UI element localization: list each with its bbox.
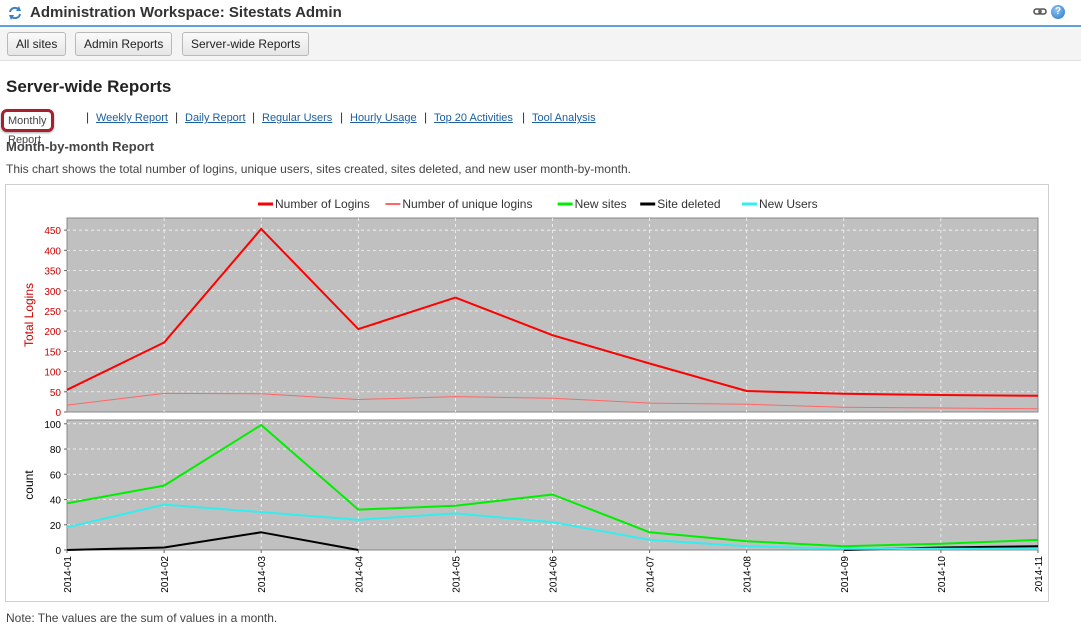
report-link-hourly-usage[interactable]: Hourly Usage [350, 112, 417, 124]
y-tick-label: 300 [44, 287, 61, 298]
nav-separator: | [86, 110, 90, 124]
admin-reports-button[interactable]: Admin Reports [75, 32, 173, 56]
nav-separator: | [424, 110, 428, 124]
report-link-daily[interactable]: Daily Report [185, 112, 246, 124]
y-tick-label: 50 [50, 388, 62, 399]
y-tick-label: 400 [44, 246, 61, 257]
link-icon[interactable] [1033, 6, 1047, 18]
report-description: This chart shows the total number of log… [6, 162, 631, 176]
x-tick-label: 2014-01 [63, 556, 74, 593]
y-axis-label: Total Logins [22, 283, 36, 347]
y-tick-label: 200 [44, 327, 61, 338]
series-line [66, 227, 1039, 397]
y-tick-label: 20 [50, 521, 62, 532]
legend-label: New Users [759, 197, 818, 211]
workspace-title: Administration Workspace: Sitestats Admi… [30, 4, 342, 21]
server-wide-reports-button[interactable]: Server-wide Reports [182, 32, 310, 56]
y-tick-label: 100 [44, 420, 61, 431]
nav-separator: | [175, 110, 179, 124]
x-tick-label: 2014-06 [549, 556, 560, 593]
series-line [66, 424, 1039, 548]
x-tick-label: 2014-09 [840, 556, 851, 593]
nav-separator: | [340, 110, 344, 124]
report-link-weekly[interactable]: Weekly Report [96, 112, 168, 124]
x-tick-label: 2014-02 [160, 556, 171, 593]
legend-label: New sites [575, 197, 627, 211]
x-tick-label: 2014-05 [451, 556, 462, 593]
x-tick-label: 2014-11 [1034, 556, 1045, 592]
y-tick-label: 250 [44, 307, 61, 318]
x-tick-label: 2014-07 [646, 556, 657, 593]
report-link-tool-analysis[interactable]: Tool Analysis [532, 112, 596, 124]
series-line [66, 392, 1039, 410]
workspace-titlebar: Administration Workspace: Sitestats Admi… [0, 0, 1081, 27]
nav-separator: | [252, 110, 256, 124]
series-line [66, 503, 1038, 550]
x-tick-label: 2014-10 [937, 556, 948, 593]
nav-separator: | [522, 110, 526, 124]
legend-label: Number of unique logins [402, 197, 532, 211]
report-link-top-20-activities[interactable]: Top 20 Activities [434, 112, 513, 124]
y-tick-label: 0 [55, 546, 61, 557]
chart-note: Note: The values are the sum of values i… [6, 611, 278, 625]
help-icon[interactable]: ? [1051, 5, 1065, 19]
x-tick-label: 2014-04 [354, 556, 365, 593]
y-tick-label: 100 [44, 368, 61, 379]
y-tick-label: 450 [44, 226, 61, 237]
legend-label: Number of Logins [275, 197, 370, 211]
report-link-regular-users[interactable]: Regular Users [262, 112, 333, 124]
refresh-icon[interactable] [7, 5, 23, 21]
monthly-chart-svg: Number of Logins Number of unique logins N… [22, 197, 1045, 593]
monthly-chart: Number of Logins Number of unique logins N… [5, 184, 1049, 602]
x-tick-label: 2014-08 [743, 556, 754, 593]
y-tick-label: 150 [44, 347, 61, 358]
y-tick-label: 0 [55, 408, 61, 419]
x-tick-label: 2014-03 [257, 556, 268, 593]
y-tick-label: 40 [50, 496, 62, 507]
report-link-monthly[interactable]: Monthly Report [1, 109, 54, 146]
section-title: Month-by-month Report [6, 139, 155, 154]
page-title: Server-wide Reports [6, 77, 172, 96]
y-tick-label: 60 [50, 470, 62, 481]
y-tick-label: 80 [50, 445, 62, 456]
legend-label: Site deleted [657, 197, 720, 211]
toolbar: All sites Admin Reports Server-wide Repo… [0, 29, 1081, 61]
all-sites-button[interactable]: All sites [7, 32, 67, 56]
y-axis-label: count [22, 470, 36, 500]
y-tick-label: 350 [44, 267, 61, 278]
